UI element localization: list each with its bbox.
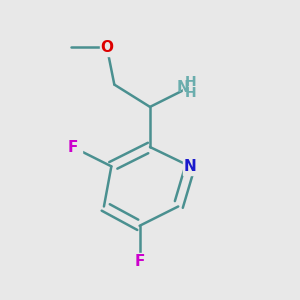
Text: F: F [134, 254, 145, 269]
Text: N: N [184, 159, 196, 174]
Text: H: H [184, 75, 196, 89]
Bar [131, 253, 148, 270]
Text: H: H [184, 86, 196, 100]
Text: N: N [176, 80, 189, 95]
Bar [183, 158, 198, 175]
Text: F: F [68, 140, 78, 154]
Bar [100, 39, 113, 56]
Bar [64, 138, 82, 156]
Text: O: O [100, 40, 113, 55]
Bar [183, 76, 209, 100]
